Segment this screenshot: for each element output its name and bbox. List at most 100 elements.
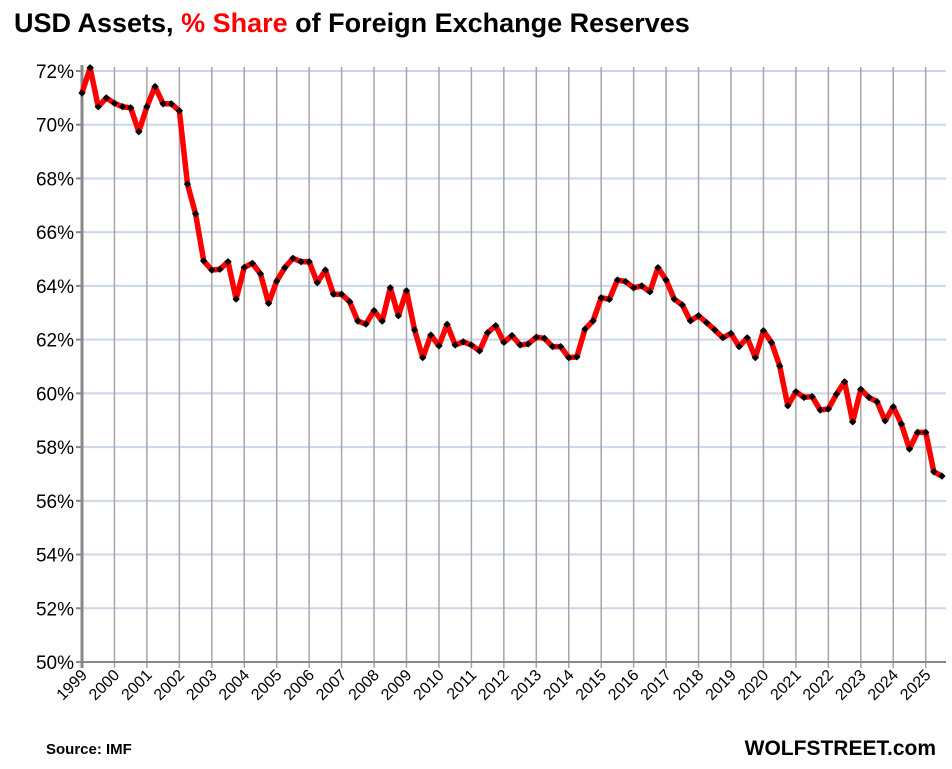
data-point — [427, 331, 435, 339]
data-point — [402, 287, 411, 295]
data-point — [646, 288, 654, 296]
data-point — [613, 276, 622, 284]
data-point — [135, 128, 143, 136]
data-point — [808, 392, 816, 401]
data-point — [224, 258, 232, 266]
data-point — [281, 263, 289, 272]
x-tick-label: 2019 — [703, 667, 740, 704]
data-point — [94, 103, 102, 111]
title-part2: of Foreign Exchange Reserves — [287, 8, 690, 38]
data-point — [857, 385, 865, 394]
data-point — [930, 468, 938, 476]
data-point — [232, 295, 240, 303]
data-point — [167, 100, 175, 108]
data-point — [727, 329, 735, 338]
data-point — [654, 263, 662, 272]
data-point — [711, 326, 719, 334]
x-tick-label: 2011 — [444, 667, 480, 703]
x-tick-label: 2005 — [248, 667, 285, 704]
y-tick-label: 68% — [36, 169, 74, 190]
data-point — [775, 362, 784, 370]
data-point — [289, 254, 297, 262]
data-point — [483, 328, 492, 337]
x-tick-label: 2022 — [800, 667, 837, 704]
data-point — [816, 406, 824, 414]
data-point — [329, 290, 338, 298]
x-tick-label: 2010 — [411, 667, 448, 704]
x-tick-label: 2002 — [151, 667, 188, 704]
data-point — [881, 417, 889, 425]
x-tick-label: 2006 — [281, 667, 318, 704]
data-point — [702, 319, 711, 327]
x-tick-label: 2021 — [768, 667, 805, 704]
data-point — [889, 403, 897, 411]
data-point — [297, 258, 305, 266]
y-tick-label: 72% — [36, 62, 74, 83]
data-point — [410, 326, 419, 334]
y-tick-label: 64% — [36, 277, 74, 298]
title-highlight: % Share — [181, 8, 288, 38]
y-tick-label: 50% — [36, 653, 74, 674]
data-point — [459, 338, 467, 346]
data-point — [78, 89, 86, 97]
data-point — [386, 284, 394, 292]
data-point — [508, 331, 516, 340]
x-tick-label: 2000 — [86, 667, 123, 704]
data-point — [159, 100, 167, 108]
x-tick-label: 2013 — [508, 667, 545, 704]
x-tick-label: 2012 — [475, 667, 512, 704]
data-point — [143, 103, 151, 111]
data-point — [621, 277, 630, 286]
data-point — [573, 353, 581, 361]
x-tick-label: 2015 — [573, 667, 610, 704]
x-tick-label: 2025 — [897, 667, 934, 704]
data-point — [832, 390, 841, 398]
data-point — [605, 295, 613, 304]
data-point — [118, 103, 127, 111]
y-tick-label: 70% — [36, 116, 74, 137]
data-point — [873, 398, 881, 406]
data-point — [200, 257, 208, 265]
data-point — [151, 82, 159, 91]
brand-logo-text: WOLFSTREET.com — [744, 737, 936, 760]
data-point — [175, 107, 184, 115]
data-point — [256, 270, 265, 278]
data-point — [419, 353, 427, 362]
data-point — [719, 334, 727, 342]
y-tick-label: 66% — [36, 223, 74, 244]
data-point — [589, 317, 597, 325]
x-tick-label: 2016 — [605, 667, 642, 704]
data-point — [865, 393, 873, 402]
data-point — [354, 317, 362, 325]
data-point — [378, 317, 386, 325]
data-point — [467, 341, 476, 349]
data-point — [800, 393, 808, 402]
title-part1: USD Assets, — [14, 8, 182, 38]
data-point — [394, 312, 403, 320]
data-point — [694, 312, 703, 320]
data-point — [305, 258, 313, 266]
data-point — [451, 341, 459, 349]
data-point — [248, 259, 257, 268]
data-point — [532, 333, 540, 341]
data-point — [767, 338, 776, 347]
data-point — [565, 353, 573, 362]
data-point — [905, 445, 914, 453]
data-point — [922, 428, 930, 436]
data-point — [516, 341, 524, 349]
x-tick-label: 2009 — [378, 667, 415, 704]
data-point — [475, 347, 484, 355]
y-tick-label: 54% — [36, 546, 74, 567]
data-point — [556, 342, 565, 351]
data-point — [897, 420, 906, 428]
x-tick-label: 2007 — [313, 667, 350, 704]
data-point — [183, 180, 192, 188]
data-point — [540, 334, 549, 342]
data-point — [264, 299, 273, 308]
x-tick-label: 2004 — [216, 667, 253, 704]
source-note: Source: IMF — [46, 741, 132, 758]
data-point — [840, 378, 849, 386]
data-point — [751, 353, 760, 362]
x-tick-label: 2018 — [670, 667, 707, 704]
